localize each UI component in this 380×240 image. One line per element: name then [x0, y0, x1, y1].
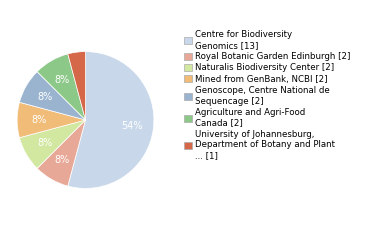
Wedge shape	[19, 120, 86, 168]
Text: 8%: 8%	[32, 115, 47, 125]
Wedge shape	[68, 52, 86, 120]
Wedge shape	[17, 102, 85, 138]
Text: 8%: 8%	[55, 155, 70, 165]
Text: 8%: 8%	[55, 75, 70, 85]
Text: 54%: 54%	[121, 121, 142, 131]
Text: 8%: 8%	[38, 138, 53, 148]
Text: 8%: 8%	[38, 92, 53, 102]
Wedge shape	[19, 72, 86, 120]
Legend: Centre for Biodiversity
Genomics [13], Royal Botanic Garden Edinburgh [2], Natur: Centre for Biodiversity Genomics [13], R…	[184, 30, 350, 160]
Wedge shape	[37, 54, 86, 120]
Wedge shape	[37, 120, 86, 186]
Wedge shape	[68, 52, 154, 188]
